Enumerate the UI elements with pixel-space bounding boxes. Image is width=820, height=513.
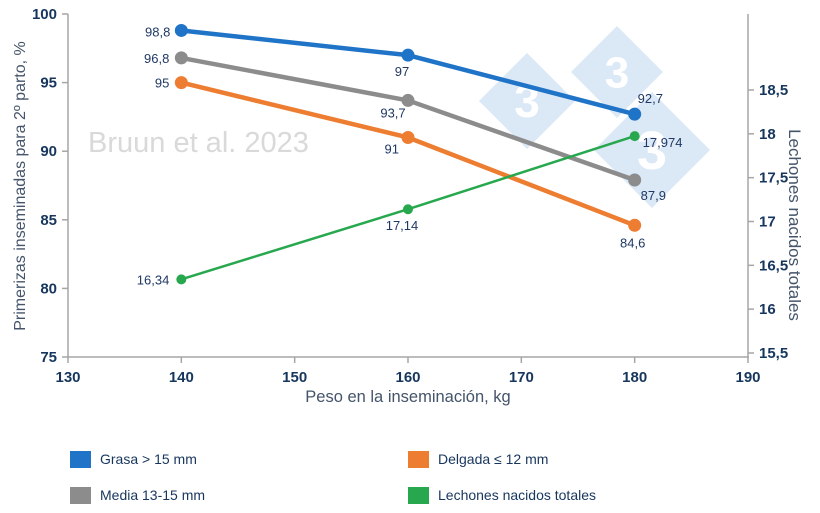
data-point — [628, 173, 642, 187]
left-axis-tick-label: 90 — [40, 143, 57, 160]
data-label: 91 — [385, 141, 399, 156]
x-axis-tick-label: 160 — [395, 369, 420, 386]
x-axis-tick-label: 140 — [169, 369, 194, 386]
right-axis-tick-label: 18 — [759, 126, 776, 143]
legend-item-delgada: Delgada ≤ 12 mm — [408, 441, 596, 477]
left-axis-tick-label: 85 — [40, 212, 57, 229]
legend-label: Grasa > 15 mm — [100, 451, 197, 467]
data-point — [401, 48, 415, 62]
data-point — [174, 76, 188, 90]
legend-swatch-grasa — [70, 450, 91, 468]
data-label: 17,14 — [386, 218, 419, 233]
right-axis-tick-label: 16,5 — [759, 257, 788, 274]
x-axis-tick-label: 190 — [735, 369, 760, 386]
left-axis-title: Primerizas inseminadas para 2º parto, % — [12, 41, 29, 331]
x-axis-title: Peso en la inseminación, kg — [305, 388, 511, 406]
data-point — [403, 204, 413, 215]
data-label: 16,34 — [137, 272, 170, 287]
data-point — [628, 218, 642, 232]
right-axis-tick-label: 15,5 — [759, 345, 788, 362]
data-point — [401, 130, 415, 144]
right-axis-tick-label: 17 — [759, 214, 776, 231]
data-point — [629, 131, 640, 142]
watermark-333-digit: 3 — [637, 121, 667, 181]
data-point — [174, 23, 188, 37]
legend-label: Lechones nacidos totales — [438, 487, 596, 503]
data-point — [401, 93, 415, 107]
data-point — [176, 274, 187, 285]
data-label: 96,8 — [144, 51, 169, 66]
legend: Grasa > 15 mm Delgada ≤ 12 mm Media 13-1… — [70, 441, 596, 513]
legend-swatch-lechones — [408, 486, 429, 504]
data-point — [174, 51, 188, 65]
watermark-citation: Bruun et al. 2023 — [88, 127, 309, 159]
watermark-333-diamond — [571, 26, 663, 118]
data-label: 87,9 — [641, 188, 666, 203]
left-axis-tick-label: 95 — [40, 75, 57, 92]
legend-item-lechones: Lechones nacidos totales — [408, 477, 596, 513]
left-axis-tick-label: 100 — [32, 6, 57, 23]
x-axis-tick-label: 180 — [622, 369, 647, 386]
data-label: 93,7 — [380, 105, 405, 120]
legend-swatch-media — [70, 486, 91, 504]
watermark-333-diamond — [594, 92, 710, 208]
data-label: 98,8 — [145, 24, 170, 39]
right-axis-title: Lechones nacidos totales — [785, 129, 804, 321]
left-axis-tick-label: 80 — [40, 280, 57, 297]
right-axis-tick-label: 17,5 — [759, 170, 788, 187]
watermark-333-digit: 3 — [605, 48, 629, 97]
data-label: 84,6 — [620, 235, 645, 250]
right-axis-tick-label: 18,5 — [759, 82, 788, 99]
data-label: 92,7 — [638, 91, 663, 106]
x-axis-tick-label: 130 — [55, 369, 80, 386]
watermark-333-diamond — [479, 53, 575, 149]
legend-item-media: Media 13-15 mm — [70, 477, 408, 513]
x-axis-tick-label: 170 — [509, 369, 534, 386]
data-point — [628, 107, 642, 121]
legend-swatch-delgada — [408, 450, 429, 468]
left-axis-tick-label: 75 — [40, 349, 57, 366]
legend-label: Delgada ≤ 12 mm — [438, 451, 549, 467]
legend-label: Media 13-15 mm — [100, 487, 206, 503]
data-label: 97 — [395, 64, 409, 79]
x-axis-tick-label: 150 — [282, 369, 307, 386]
right-axis-tick-label: 16 — [759, 301, 776, 318]
data-label: 17,974 — [643, 135, 683, 150]
data-label: 95 — [155, 76, 169, 91]
legend-item-grasa: Grasa > 15 mm — [70, 441, 408, 477]
